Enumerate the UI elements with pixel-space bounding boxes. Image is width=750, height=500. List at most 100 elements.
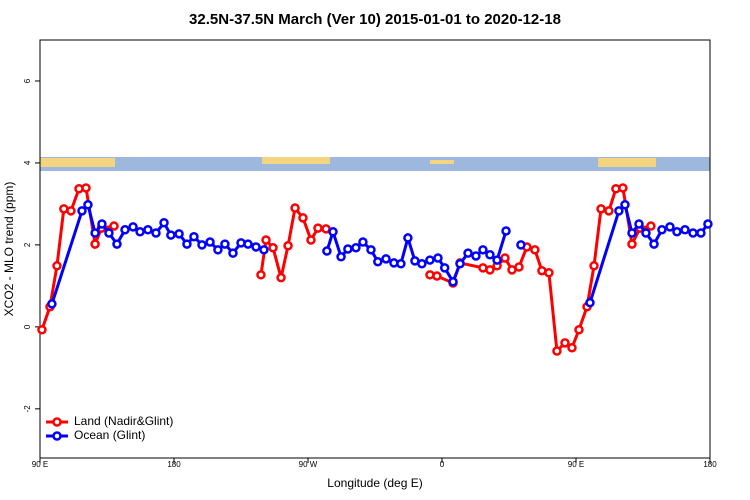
x-tick-label: 90 W xyxy=(299,460,318,469)
series-line xyxy=(40,186,652,355)
point xyxy=(261,235,271,245)
x-tick-label: 90 E xyxy=(568,460,584,469)
y-tick-label: 2 xyxy=(23,242,32,247)
point xyxy=(151,228,161,238)
point xyxy=(485,249,495,260)
point xyxy=(290,203,300,213)
point xyxy=(634,219,644,229)
point xyxy=(478,245,488,255)
point xyxy=(680,224,690,235)
legend-marker xyxy=(52,417,62,427)
point xyxy=(516,240,526,250)
land-patch xyxy=(430,160,454,164)
point xyxy=(373,256,383,267)
point xyxy=(276,272,286,283)
y-tick-label: -2 xyxy=(23,405,32,413)
point xyxy=(471,251,481,261)
point xyxy=(109,221,119,231)
point xyxy=(646,221,656,231)
point xyxy=(433,253,443,263)
point xyxy=(485,265,495,275)
point xyxy=(328,227,338,237)
point xyxy=(251,242,261,252)
point xyxy=(649,239,659,249)
point xyxy=(243,239,253,249)
x-tick-label: 0 xyxy=(440,460,445,469)
point xyxy=(672,227,682,237)
point xyxy=(425,255,435,265)
y-tick-label: 6 xyxy=(23,78,32,83)
point xyxy=(220,239,230,249)
point xyxy=(306,235,316,245)
legend-marker xyxy=(52,431,62,441)
point xyxy=(66,206,76,216)
point xyxy=(696,228,706,238)
point xyxy=(322,246,332,256)
point xyxy=(205,237,215,247)
point xyxy=(448,277,458,287)
point xyxy=(81,183,91,193)
point xyxy=(83,199,93,210)
point xyxy=(197,240,207,250)
land-patch xyxy=(40,158,115,167)
point xyxy=(298,213,308,223)
point xyxy=(182,239,192,249)
point xyxy=(657,224,667,235)
y-tick-label: 0 xyxy=(23,324,32,329)
point xyxy=(500,253,510,263)
point xyxy=(627,228,637,238)
point xyxy=(343,244,353,254)
y-axis-label: XCO2 - MLO trend (ppm) xyxy=(2,182,16,317)
point xyxy=(90,228,100,238)
point xyxy=(159,218,169,228)
point xyxy=(358,237,368,247)
point xyxy=(120,224,130,235)
point xyxy=(596,204,606,214)
point xyxy=(174,229,184,239)
point xyxy=(396,259,406,269)
point xyxy=(283,240,293,251)
point xyxy=(614,206,624,216)
land-patch xyxy=(598,158,656,167)
point xyxy=(143,224,153,235)
point xyxy=(366,245,376,255)
point xyxy=(665,222,675,232)
point xyxy=(104,228,114,238)
land-patch xyxy=(262,157,330,164)
point xyxy=(213,245,223,255)
point xyxy=(585,297,595,308)
x-tick-label: 180 xyxy=(703,460,717,469)
point xyxy=(492,255,502,265)
point xyxy=(703,219,713,229)
x-axis-label: Longitude (deg E) xyxy=(327,476,422,490)
point xyxy=(455,259,465,269)
point xyxy=(514,262,524,272)
plot-frame xyxy=(39,39,711,459)
point xyxy=(228,248,238,258)
map-strip xyxy=(40,157,710,171)
point xyxy=(574,324,584,335)
chart-title: 32.5N-37.5N March (Ver 10) 2015-01-01 to… xyxy=(189,11,561,28)
point xyxy=(77,206,87,216)
point xyxy=(128,222,138,232)
point xyxy=(530,245,540,255)
legend-label: Land (Nadir&Glint) xyxy=(74,414,173,428)
point xyxy=(432,271,442,281)
x-tick-label: 180 xyxy=(167,460,181,469)
point xyxy=(589,261,599,271)
ocean-strip xyxy=(40,157,710,171)
point xyxy=(256,270,266,280)
point xyxy=(501,226,511,236)
point xyxy=(37,324,47,335)
x-tick-label: 90 E xyxy=(32,460,48,469)
point xyxy=(90,239,100,249)
point xyxy=(688,228,698,238)
point xyxy=(567,343,577,353)
point xyxy=(97,219,107,229)
point xyxy=(189,231,199,242)
point xyxy=(604,206,614,216)
point xyxy=(336,252,346,262)
point xyxy=(618,183,628,193)
point xyxy=(439,263,450,273)
